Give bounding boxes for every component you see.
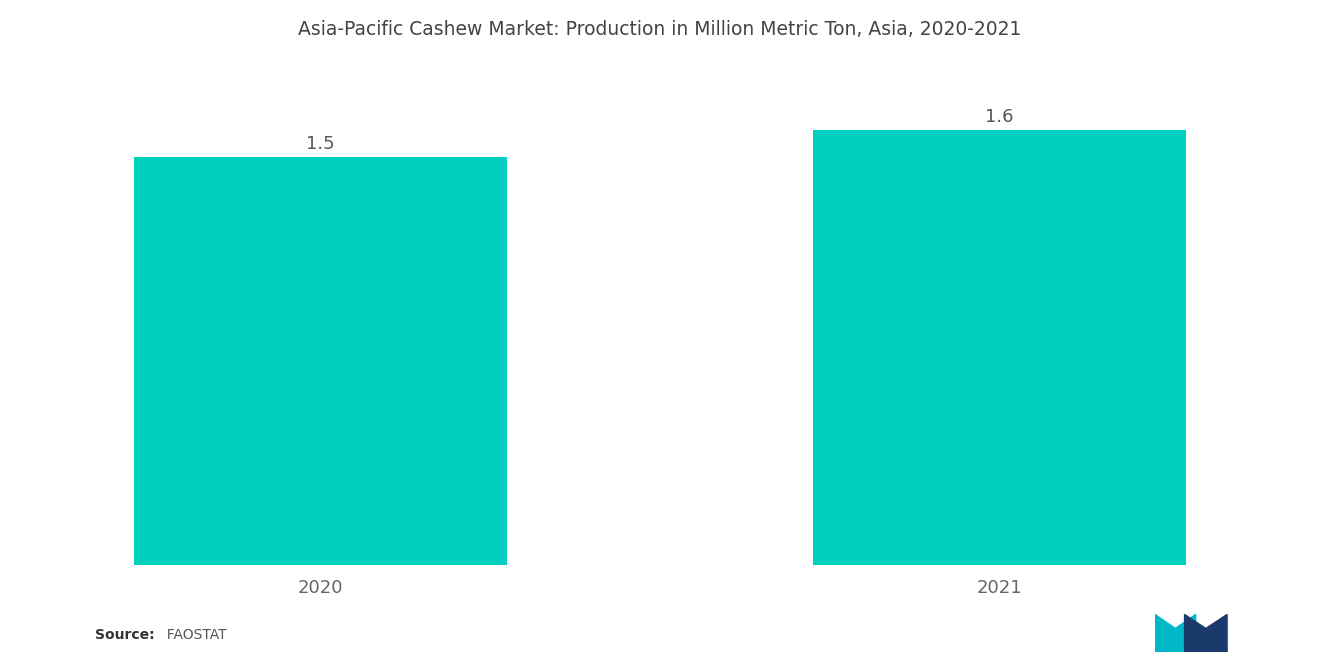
- Text: FAOSTAT: FAOSTAT: [158, 628, 227, 642]
- Bar: [813, 130, 1187, 565]
- Text: Asia-Pacific Cashew Market: Production in Million Metric Ton, Asia, 2020-2021: Asia-Pacific Cashew Market: Production i…: [298, 20, 1022, 39]
- Text: 1.5: 1.5: [306, 135, 335, 153]
- Polygon shape: [1155, 614, 1196, 652]
- Polygon shape: [1184, 614, 1228, 652]
- Text: 1.6: 1.6: [985, 108, 1014, 126]
- Bar: [133, 157, 507, 565]
- Text: Source:: Source:: [95, 628, 154, 642]
